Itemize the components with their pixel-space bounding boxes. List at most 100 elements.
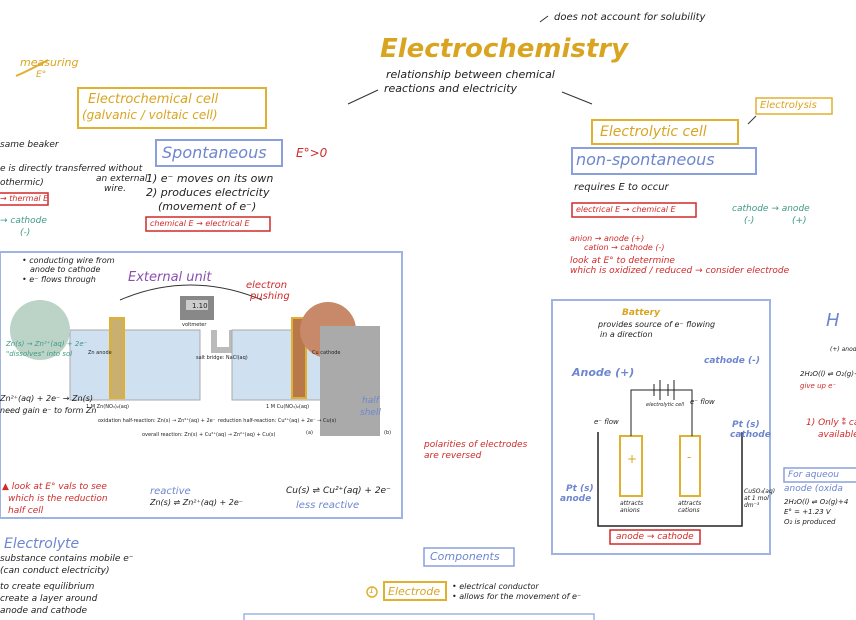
note: in a direction bbox=[600, 330, 653, 339]
figure-label: Cu cathode bbox=[312, 350, 341, 356]
note: provides source of e⁻ flowing bbox=[598, 320, 716, 329]
note: (-) bbox=[20, 228, 31, 238]
note: → thermal E bbox=[0, 194, 49, 203]
note: anode and cathode bbox=[0, 606, 88, 616]
note: cathode → anode bbox=[732, 204, 810, 214]
note: Pt (s) bbox=[732, 420, 760, 430]
note: e⁻ flow bbox=[594, 418, 619, 426]
note: 2H₂O(l) ⇌ O₂(g)+4 bbox=[784, 498, 849, 506]
note: othermic) bbox=[0, 178, 44, 188]
note: 2) produces electricity bbox=[146, 186, 270, 199]
note: Zn(s) → Zn²⁺(aq) + 2e⁻ bbox=[6, 340, 88, 348]
note: E° bbox=[36, 70, 47, 80]
note: wire. bbox=[104, 184, 126, 194]
note: (movement of e⁻) bbox=[158, 200, 257, 213]
figure-label: overall reaction: Zn(s) + Cu²⁺(aq) → Zn²… bbox=[142, 432, 276, 438]
note: chemical E → electrical E bbox=[150, 219, 250, 228]
note: an external bbox=[96, 174, 148, 184]
box-label: Electrode bbox=[388, 585, 441, 598]
figure-label: salt bridge: NaCl(aq) bbox=[196, 355, 248, 361]
note: (-) bbox=[744, 216, 755, 226]
note: polarities of electrodes bbox=[424, 440, 528, 450]
note: E°>0 bbox=[296, 146, 328, 160]
note: measuring bbox=[20, 56, 79, 69]
box-label: Spontaneous bbox=[162, 143, 267, 162]
title: Electrochemistry bbox=[380, 34, 629, 64]
sign: + bbox=[627, 452, 638, 466]
figure-label: oxidation half-reaction: Zn(s) → Zn²⁺(aq… bbox=[98, 418, 216, 424]
note: electrical E → chemical E bbox=[576, 205, 676, 214]
note: to create equilibrium bbox=[0, 582, 95, 592]
note: available bbox=[818, 430, 856, 440]
box-label: Electrochemical cell bbox=[88, 92, 219, 107]
note: (+) bbox=[792, 216, 807, 226]
note: (+) anod bbox=[830, 346, 856, 353]
note: Pt (s) bbox=[566, 484, 594, 494]
note: half cell bbox=[8, 506, 44, 516]
subtitle: reactions and electricity bbox=[384, 82, 518, 95]
note: requires E to occur bbox=[574, 182, 669, 193]
note: 2H₂O(l) ⇌ O₂(g)+ bbox=[800, 370, 856, 378]
figure-label: Zn anode bbox=[88, 350, 112, 356]
note: External unit bbox=[128, 270, 212, 285]
note: E° = +1.23 V bbox=[784, 508, 831, 516]
note: give up e⁻ bbox=[800, 382, 837, 390]
note: anode → cathode bbox=[616, 532, 694, 542]
note: create a layer around bbox=[0, 594, 98, 604]
note: Anode (+) bbox=[572, 366, 635, 379]
note: attracts cations bbox=[678, 500, 702, 514]
note: For aqueou bbox=[788, 470, 839, 480]
note: attracts anions bbox=[620, 500, 644, 514]
note: look at E° to determine bbox=[570, 256, 675, 266]
note: e⁻ flow bbox=[690, 398, 715, 406]
note: anode (oxida bbox=[784, 484, 843, 494]
note: need gain e⁻ to form Zn bbox=[0, 406, 97, 415]
note: e is directly transferred without bbox=[0, 164, 143, 174]
note: • conducting wire from bbox=[22, 256, 115, 265]
number: 1 bbox=[369, 586, 375, 595]
note: Zn²⁺(aq) + 2e⁻ → Zn(s) bbox=[0, 394, 93, 403]
note: (can conduct electricity) bbox=[0, 566, 110, 576]
box-label: non-spontaneous bbox=[576, 150, 715, 169]
heading: Electrolyte bbox=[4, 536, 80, 552]
figure-label: (a) bbox=[306, 430, 313, 436]
note: • electrical conductor bbox=[452, 582, 539, 591]
box-label: (galvanic / voltaic cell) bbox=[82, 108, 218, 122]
note: shell bbox=[360, 408, 381, 418]
sign: - bbox=[687, 450, 692, 464]
note: which is the reduction bbox=[8, 494, 108, 504]
figure-label: reduction half-reaction: Cu²⁺(aq) + 2e⁻ … bbox=[218, 418, 337, 424]
note: cathode (-) bbox=[704, 356, 760, 366]
note: half bbox=[362, 396, 379, 406]
note: are reversed bbox=[424, 451, 482, 461]
note: anion → anode (+) bbox=[570, 234, 645, 243]
note: pushing bbox=[250, 291, 290, 302]
box-label: Electrolytic cell bbox=[600, 124, 707, 140]
note: cation → cathode (-) bbox=[584, 243, 665, 252]
note: 1) Only ⁑ ca bbox=[806, 418, 856, 428]
note: "dissolves" into sol bbox=[6, 350, 73, 358]
note: anode bbox=[560, 494, 592, 504]
note: Cu(s) ⇌ Cu²⁺(aq) + 2e⁻ bbox=[286, 486, 391, 496]
box-label: Electrolysis bbox=[760, 100, 817, 111]
figure-label: 1 M Cu(NO₃)₂(aq) bbox=[266, 404, 310, 410]
note: CuSO₄(aq) at 1 mol dm⁻³ bbox=[744, 488, 776, 509]
note: ▲ look at E° vals to see bbox=[2, 482, 107, 492]
note: O₂ is produced bbox=[784, 518, 836, 526]
figure-label: voltmeter bbox=[182, 322, 207, 328]
note: 1) e⁻ moves on its own bbox=[146, 172, 274, 185]
box-label: Battery bbox=[622, 308, 660, 318]
figure-label: 1 M Zn(NO₃)₂(aq) bbox=[86, 404, 129, 410]
note: • allows for the movement of e⁻ bbox=[452, 592, 582, 601]
heading: H bbox=[826, 310, 840, 331]
note: • e⁻ flows through bbox=[22, 275, 96, 284]
note: which is oxidized / reduced → consider e… bbox=[570, 266, 790, 276]
heading: Components bbox=[430, 550, 500, 563]
note: substance contains mobile e⁻ bbox=[0, 554, 134, 564]
note: less reactive bbox=[296, 500, 360, 511]
note: does not account for solubility bbox=[554, 12, 706, 23]
note: cathode bbox=[730, 430, 771, 440]
note: Zn(s) ⇌ Zn²⁺(aq) + 2e⁻ bbox=[150, 498, 243, 507]
